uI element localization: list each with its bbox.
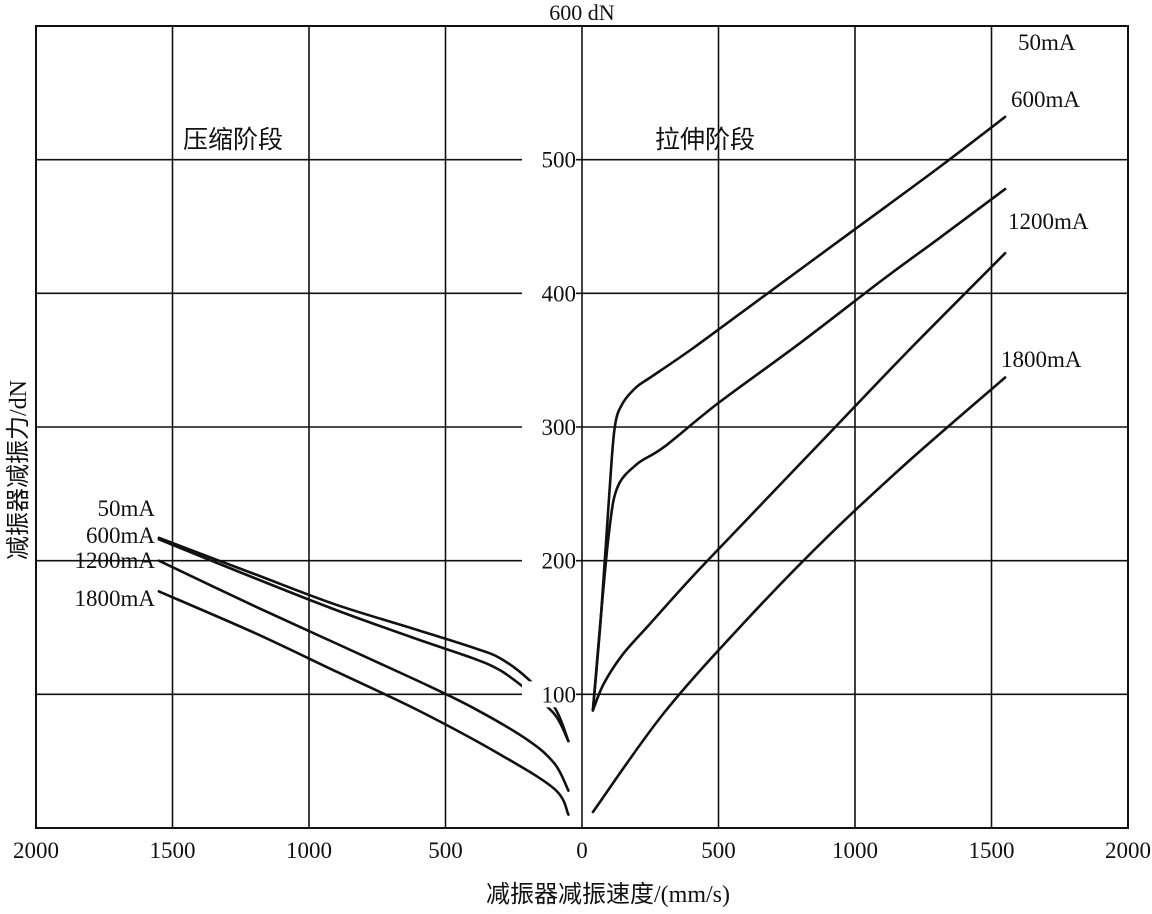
- y-tick-label: 200: [542, 549, 577, 574]
- curve-compression-50ma: [157, 536, 570, 743]
- y-tick-label: 500: [542, 148, 577, 173]
- y-tick-label-backing: [522, 547, 576, 574]
- y-tick-label-backing: [522, 681, 576, 708]
- curve-compression-1800ma: [157, 590, 570, 816]
- labels: 2000 1500 1000 500 0 500 1000 1500 2000 100 200 300…: [13, 30, 1151, 863]
- y-tick-label-backing: [522, 414, 576, 440]
- extension-curve-label: 1800mA: [1001, 347, 1082, 372]
- x-tick-label: 500: [428, 838, 463, 863]
- y-tick-label: 100: [542, 682, 577, 707]
- x-tick-label: 500: [701, 838, 736, 863]
- y-tick-label-backing: [522, 280, 576, 307]
- plot-frame: [35, 25, 1129, 829]
- curve-compression-1200ma: [157, 559, 570, 792]
- curve-extension-1200ma: [591, 251, 1007, 712]
- y-axis-title: 减振器减振力/dN: [5, 380, 32, 560]
- x-tick-label: 1500: [969, 838, 1015, 863]
- x-axis-title: 减振器减振速度/(mm/s): [486, 881, 730, 908]
- x-tick-label: 2000: [1105, 838, 1151, 863]
- curve-extension-1800ma: [591, 376, 1007, 814]
- y-tick-label: 300: [542, 415, 577, 440]
- extension-curve-label: 1200mA: [1008, 209, 1089, 234]
- curve-extension-50ma: [591, 115, 1007, 712]
- compression-stage-label: 压缩阶段: [183, 126, 283, 154]
- extension-curve-label: 50mA: [1018, 30, 1076, 55]
- x-tick-label: 1500: [150, 838, 196, 863]
- extension-curve-label: 600mA: [1011, 87, 1080, 112]
- compression-curve-label: 1800mA: [75, 586, 156, 611]
- compression-curve-label: 1200mA: [75, 548, 156, 573]
- x-tick-label: 0: [576, 838, 588, 863]
- curve-compression-600ma: [157, 538, 570, 743]
- x-tick-label: 1000: [832, 838, 878, 863]
- y-tick-label-backing: [522, 146, 576, 173]
- extension-stage-label: 拉伸阶段: [655, 126, 755, 154]
- compression-curve-label: 600mA: [86, 523, 155, 548]
- x-tick-label: 1000: [286, 838, 332, 863]
- x-tick-label: 2000: [13, 838, 59, 863]
- compression-curve-label: 50mA: [98, 496, 156, 521]
- top-unit-label: 600 dN: [549, 0, 615, 25]
- curve-extension-600ma: [591, 187, 1007, 712]
- y-tick-label: 400: [542, 281, 577, 306]
